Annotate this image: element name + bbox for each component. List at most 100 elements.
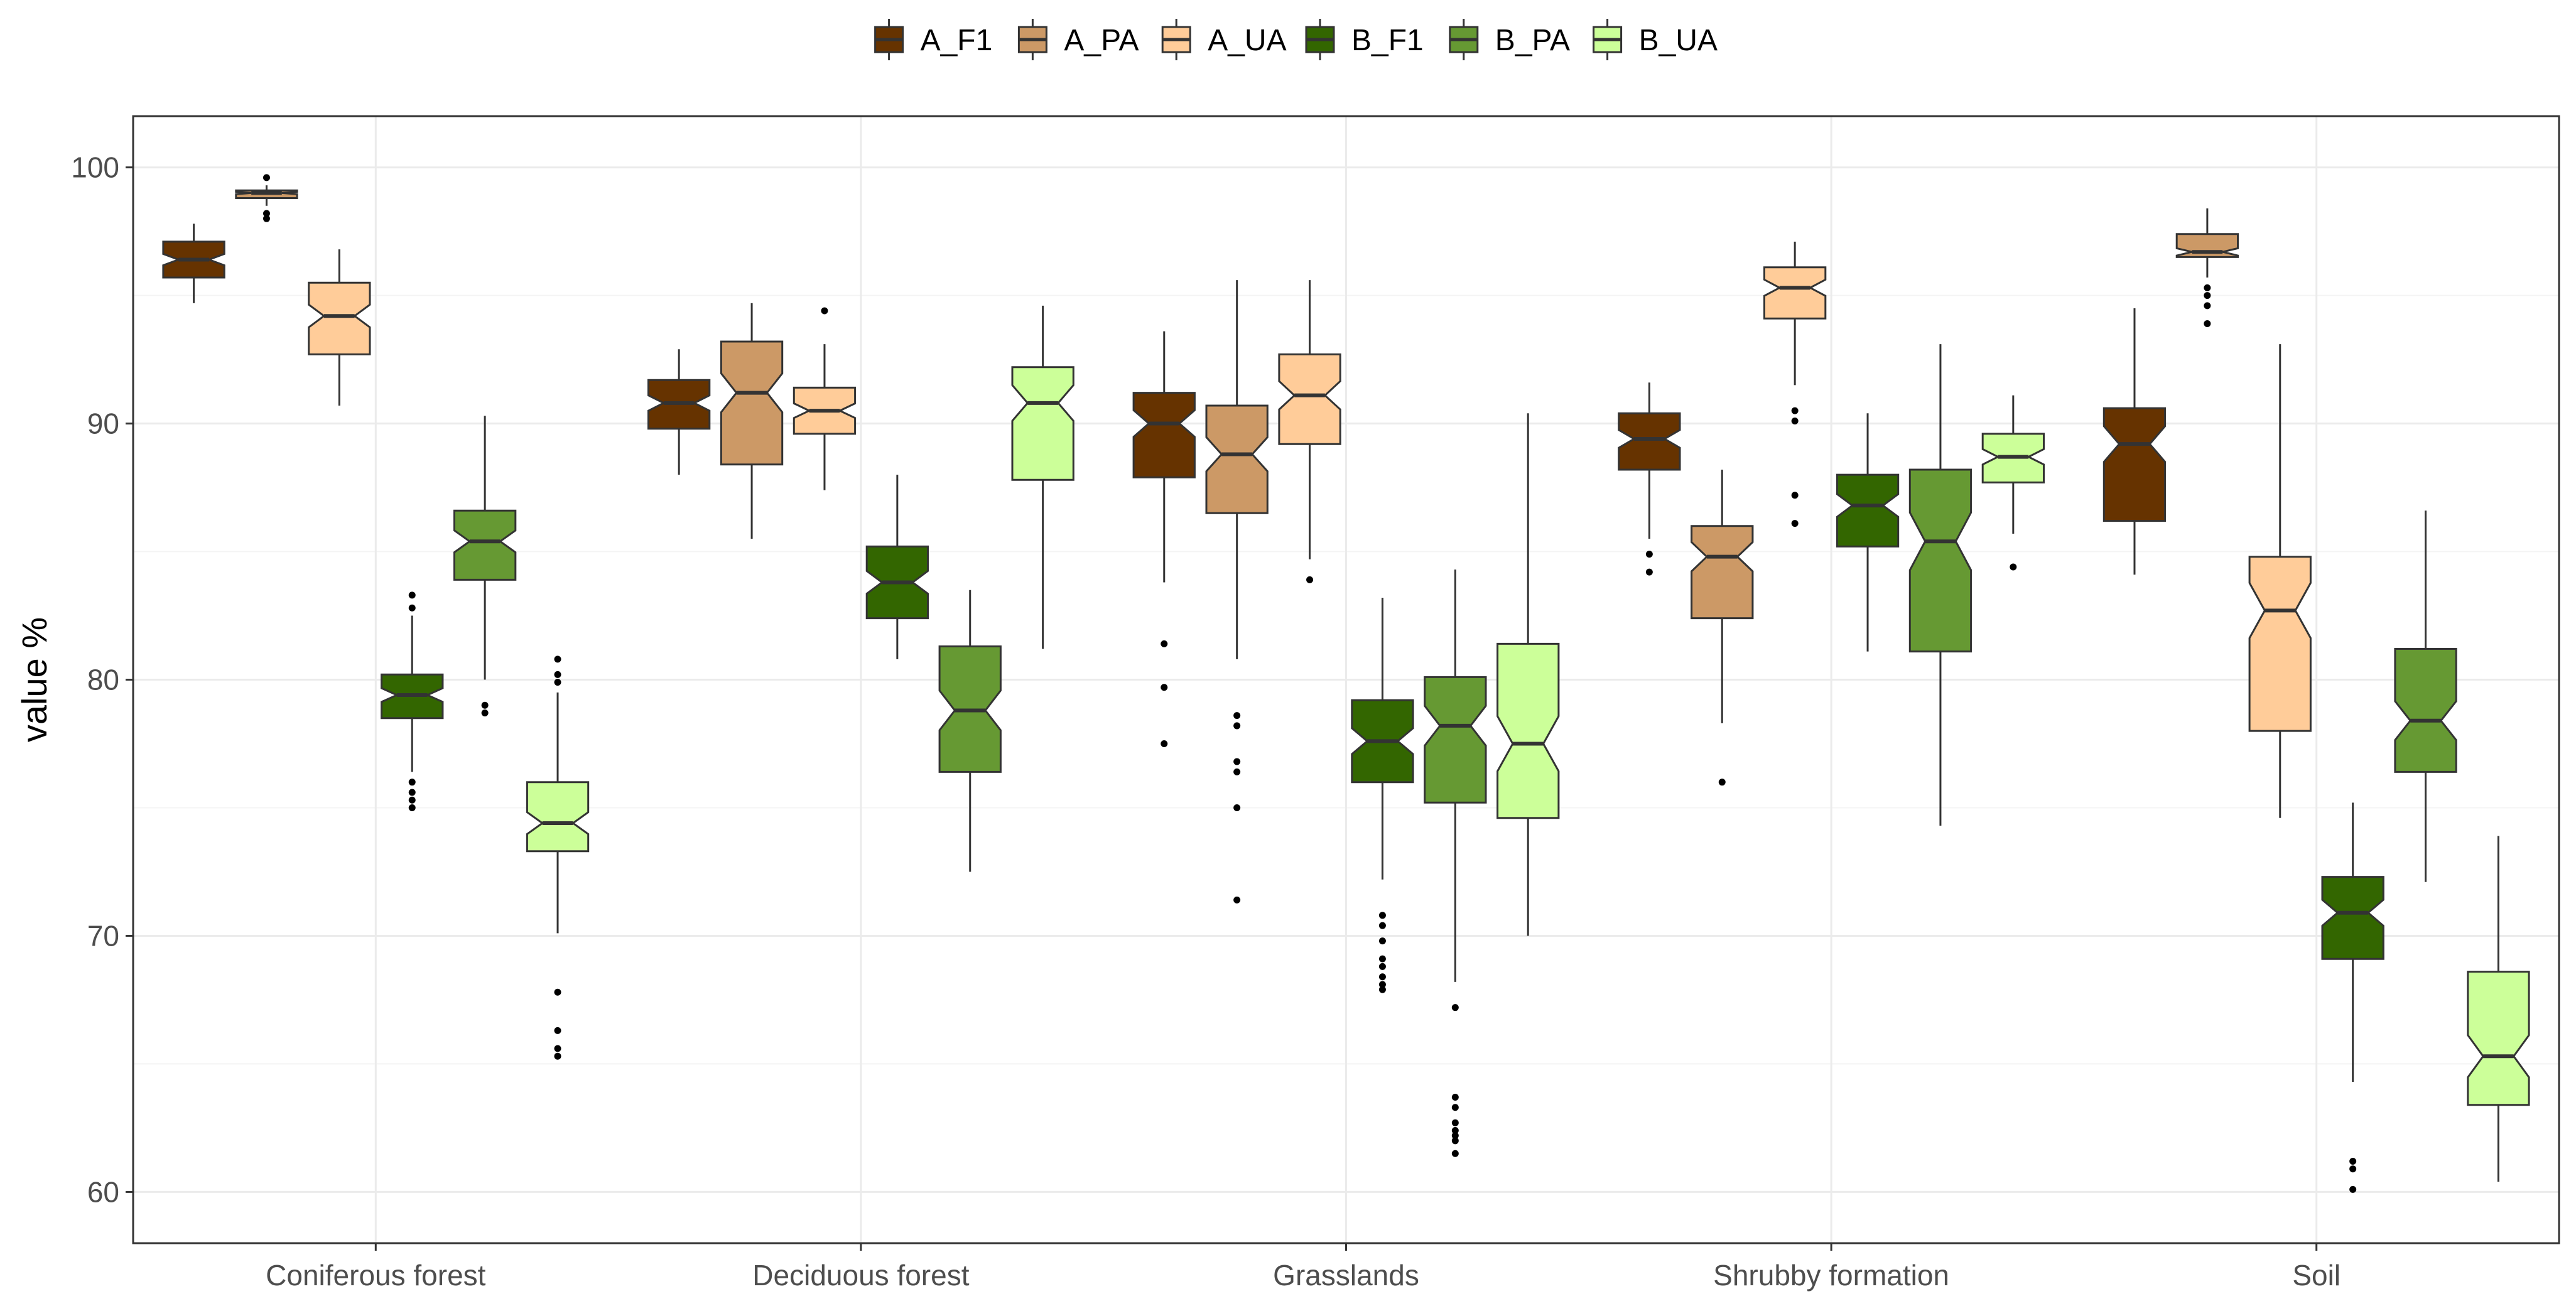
box-body (2467, 971, 2530, 1106)
legend-label: B_UA (1639, 24, 1718, 57)
outlier-point (1378, 955, 1386, 963)
y-axis: 60 70 80 90 100 (71, 151, 133, 1208)
box-body (526, 781, 590, 853)
outlier-point (1161, 684, 1168, 691)
outlier-point (1451, 1132, 1459, 1140)
box-A_F1-4 (2102, 308, 2167, 575)
box-A_PA-4 (2175, 208, 2239, 327)
box-B_UA-1 (1011, 305, 1074, 649)
y-tick-label: 90 (87, 407, 119, 440)
y-tick-label: 80 (87, 664, 119, 696)
outlier-point (2349, 1157, 2357, 1165)
y-tick-label: 60 (87, 1175, 119, 1208)
box-B_UA-3 (1981, 395, 2045, 571)
outlier-point (1233, 896, 1241, 904)
box-body (1424, 676, 1487, 804)
y-axis-title: value % (14, 617, 54, 742)
outlier-point (408, 796, 416, 804)
box-B_F1-2 (1351, 597, 1414, 993)
box-B_PA-3 (1908, 344, 1973, 826)
outlier-point (262, 215, 270, 222)
box-series (162, 174, 2530, 1193)
outlier-point (1233, 712, 1241, 720)
x-axis: Coniferous forest Deciduous forest Grassla… (266, 1243, 2341, 1292)
legend-item-A_UA: A_UA (1161, 19, 1287, 60)
outlier-point (554, 1052, 561, 1060)
box-B_PA-4 (2394, 510, 2457, 882)
box-A_F1-2 (1132, 331, 1196, 747)
outlier-point (1161, 740, 1168, 747)
box-A_PA-2 (1205, 280, 1269, 904)
outlier-point (1451, 1150, 1459, 1157)
outlier-point (1451, 1119, 1459, 1126)
outlier-point (2204, 302, 2211, 310)
y-tick-label: 100 (71, 151, 119, 184)
outlier-point (2010, 563, 2017, 571)
outlier-point (1306, 576, 1314, 583)
outlier-point (821, 307, 828, 315)
legend-item-A_F1: A_F1 (874, 19, 992, 60)
box-A_UA-1 (793, 307, 857, 490)
box-body (1278, 353, 1341, 445)
outlier-point (1378, 973, 1386, 981)
box-body (1496, 642, 1560, 819)
box-A_PA-0 (235, 174, 298, 222)
legend-item-B_UA: B_UA (1593, 19, 1718, 60)
outlier-point (1791, 492, 1799, 499)
outlier-point (554, 656, 561, 663)
outlier-point (262, 210, 270, 217)
box-B_F1-0 (381, 591, 444, 811)
legend-label: B_F1 (1351, 24, 1424, 57)
outlier-point (408, 789, 416, 796)
box-body (1763, 266, 1827, 320)
outlier-point (554, 1027, 561, 1034)
box-B_PA-1 (938, 590, 1002, 872)
box-body (1132, 392, 1196, 478)
box-body (720, 340, 784, 466)
legend-item-A_PA: A_PA (1017, 19, 1139, 60)
outlier-point (262, 174, 270, 181)
outlier-point (1161, 640, 1168, 647)
outlier-point (1451, 1104, 1459, 1111)
outlier-point (1451, 1127, 1459, 1134)
box-A_PA-1 (720, 303, 784, 539)
legend-item-B_PA: B_PA (1449, 19, 1570, 60)
outlier-point (1378, 981, 1386, 988)
x-tick-label: Deciduous forest (752, 1259, 969, 1292)
outlier-point (1233, 804, 1241, 811)
box-body (1618, 412, 1681, 471)
outlier-point (408, 604, 416, 612)
x-tick-label: Shrubby formation (1713, 1259, 1949, 1292)
outlier-point (1451, 1004, 1459, 1012)
box-body (1908, 468, 1973, 653)
outlier-point (1718, 779, 1726, 786)
box-B_F1-3 (1836, 413, 1900, 652)
box-B_UA-4 (2467, 836, 2530, 1182)
box-body (2248, 556, 2312, 732)
box-body (1836, 473, 1900, 548)
outlier-point (1451, 1093, 1459, 1101)
outlier-point (1791, 407, 1799, 414)
x-tick-label: Coniferous forest (266, 1259, 485, 1292)
box-A_UA-4 (2248, 344, 2312, 818)
outlier-point (1378, 922, 1386, 929)
outlier-point (1233, 768, 1241, 775)
box-B_PA-0 (453, 416, 517, 717)
legend-label: A_UA (1208, 24, 1286, 57)
outlier-point (2349, 1165, 2357, 1173)
box-body (1691, 525, 1754, 620)
box-A_UA-0 (308, 249, 371, 406)
legend-label: A_PA (1064, 24, 1139, 57)
outlier-point (408, 591, 416, 599)
outlier-point (554, 671, 561, 678)
outlier-point (408, 804, 416, 811)
box-body (2321, 876, 2384, 960)
box-body (2102, 407, 2167, 522)
box-A_PA-3 (1691, 469, 1754, 786)
outlier-point (1645, 551, 1653, 558)
box-body (1011, 366, 1074, 481)
outlier-point (481, 701, 489, 709)
box-A_UA-2 (1278, 280, 1341, 583)
legend: A_F1 A_PA A_UA B_F1 B_PA B_UA (874, 19, 1718, 60)
